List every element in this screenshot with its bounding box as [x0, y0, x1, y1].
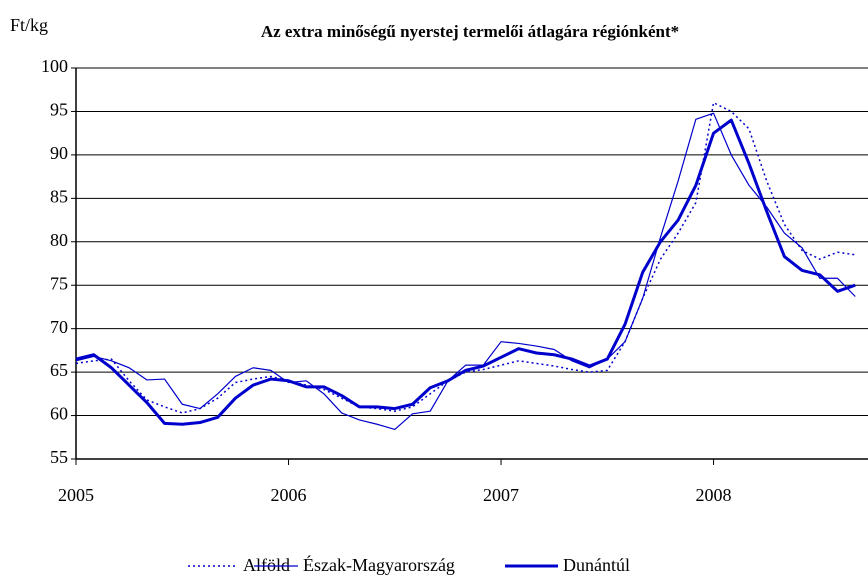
y-tick-label: 65: [50, 360, 68, 380]
x-tick-label: 2006: [271, 485, 307, 505]
series-line: [75, 118, 856, 426]
legend-label: Dunántúl: [563, 555, 630, 575]
y-tick-label: 70: [50, 317, 68, 337]
y-tick-label: 80: [50, 230, 68, 250]
x-tick-label: 2008: [696, 485, 732, 505]
legend-label: Alföld: [243, 555, 290, 575]
x-tick-label: 2005: [58, 485, 94, 505]
legend-label: Észak-Magyarország: [303, 554, 455, 575]
chart-title: Az extra minőségű nyerstej termelői átla…: [261, 22, 679, 41]
y-tick-label: 85: [50, 186, 68, 206]
y-tick-label: 55: [50, 447, 68, 467]
x-tick-label: 2007: [483, 485, 519, 505]
y-tick-label: 100: [41, 56, 68, 76]
series-line: [75, 102, 856, 414]
y-tick-label: 75: [50, 273, 68, 293]
y-axis-label: Ft/kg: [10, 15, 48, 35]
y-tick-label: 60: [50, 404, 68, 424]
y-tick-label: 90: [50, 143, 68, 163]
y-tick-label: 95: [50, 100, 68, 120]
series-line: [75, 112, 856, 431]
